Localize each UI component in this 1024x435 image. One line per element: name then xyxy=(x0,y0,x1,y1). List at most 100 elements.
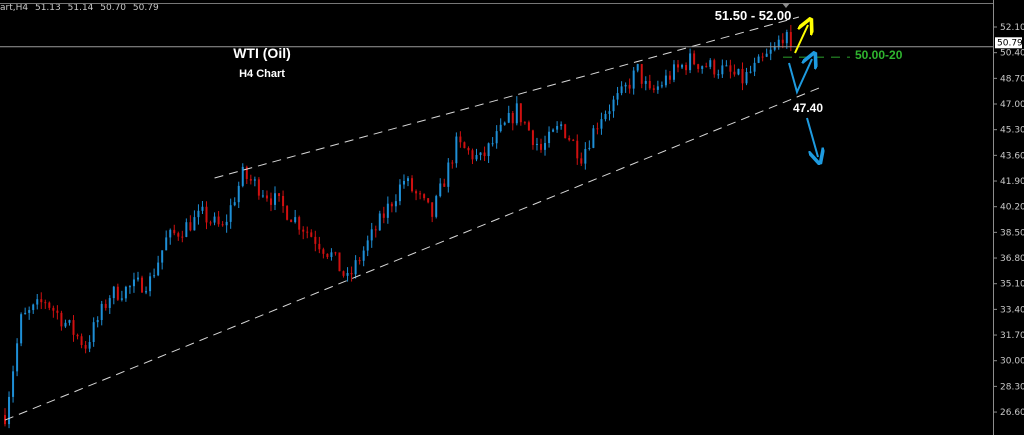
candle-body xyxy=(564,124,567,139)
candle-body xyxy=(132,279,135,287)
candle-body xyxy=(189,222,192,231)
candle-body xyxy=(624,84,627,87)
candle-body xyxy=(580,158,583,164)
candle-body xyxy=(225,221,228,226)
candle-body xyxy=(689,53,692,71)
candle-body xyxy=(511,112,514,124)
candle-body xyxy=(181,236,184,238)
candle-body xyxy=(584,148,587,164)
candle-body xyxy=(463,142,466,149)
candle-body xyxy=(652,88,655,90)
candle-body xyxy=(245,166,248,179)
candle-body xyxy=(382,213,385,218)
y-tick-label: 45.30 xyxy=(1000,126,1024,136)
candle-body xyxy=(568,138,571,140)
candle-body xyxy=(378,213,381,231)
candle-body xyxy=(92,322,95,343)
candle-body xyxy=(28,310,31,313)
candle-body xyxy=(233,202,236,206)
bearish-arrow-icon xyxy=(806,117,818,157)
y-tick-label: 52.10 xyxy=(1000,23,1024,33)
candle-body xyxy=(112,286,115,299)
candle-body xyxy=(745,72,748,84)
candle-body xyxy=(237,185,240,203)
candle-body xyxy=(737,68,740,75)
candle-body xyxy=(286,206,289,220)
candle-body xyxy=(471,150,474,160)
candle-body xyxy=(64,322,67,327)
candle-body xyxy=(24,312,27,315)
candle-body xyxy=(491,143,494,145)
candle-body xyxy=(725,65,728,67)
chart-title: WTI (Oil) xyxy=(233,45,291,61)
candle-body xyxy=(173,229,176,234)
candle-body xyxy=(656,86,659,90)
candle-body xyxy=(205,206,208,223)
y-tick-label: 33.40 xyxy=(1000,305,1024,315)
candle-body xyxy=(330,252,333,257)
candle-body xyxy=(435,196,438,217)
candle-body xyxy=(108,298,111,308)
candle-body xyxy=(596,128,599,130)
candle-body xyxy=(56,310,59,313)
candle-body xyxy=(298,217,301,230)
shift-marker-icon[interactable] xyxy=(782,3,790,8)
candle-body xyxy=(729,65,732,72)
candle-body xyxy=(640,64,643,84)
candles xyxy=(4,24,792,429)
candle-body xyxy=(447,162,450,187)
candle-body xyxy=(40,299,43,303)
candle-body xyxy=(124,286,127,299)
candle-body xyxy=(620,86,623,94)
candle-body xyxy=(350,272,353,275)
candle-body xyxy=(705,66,708,68)
candle-body xyxy=(145,291,148,293)
candle-body xyxy=(701,66,704,69)
candle-body xyxy=(773,46,776,50)
candle-body xyxy=(161,250,164,263)
candle-body xyxy=(677,64,680,68)
candle-body xyxy=(592,128,595,148)
candle-body xyxy=(8,396,11,425)
candle-body xyxy=(664,75,667,86)
candle-body xyxy=(12,371,15,397)
trendline xyxy=(4,87,820,421)
current-price-box xyxy=(995,37,1022,49)
candle-body xyxy=(290,219,293,223)
current-price-label: 50.79 xyxy=(997,38,1023,48)
candle-body xyxy=(354,260,357,275)
chart-header: art,H4 51.13 51.14 50.70 50.79 xyxy=(0,3,163,13)
candle-body xyxy=(334,252,337,254)
candle-body xyxy=(717,74,720,76)
candle-body xyxy=(394,201,397,207)
candle-body xyxy=(60,312,63,327)
candle-body xyxy=(681,64,684,68)
candle-body xyxy=(36,299,39,305)
candle-body xyxy=(269,198,272,205)
annotation-target-high: 51.50 - 52.00 xyxy=(715,8,792,23)
ohlc-low: 50.70 xyxy=(100,3,127,13)
candle-body xyxy=(177,233,180,237)
candle-body xyxy=(560,124,563,127)
candle-body xyxy=(157,262,160,276)
candle-body xyxy=(104,303,107,308)
candle-body xyxy=(402,180,405,185)
candle-body xyxy=(213,216,216,223)
candle-body xyxy=(697,64,700,69)
candle-body xyxy=(479,152,482,156)
ohlc-high: 51.14 xyxy=(67,3,94,13)
chart-subtitle: H4 Chart xyxy=(239,68,285,80)
candle-body xyxy=(483,152,486,157)
candle-body xyxy=(390,203,393,207)
candle-body xyxy=(48,302,51,308)
candle-body xyxy=(257,179,260,196)
candle-body xyxy=(495,131,498,144)
candle-body xyxy=(217,216,220,225)
candle-body xyxy=(487,143,490,157)
candle-body xyxy=(632,70,635,89)
candle-body xyxy=(407,178,409,181)
candle-body xyxy=(322,249,325,254)
candle-body xyxy=(685,64,688,71)
candle-body xyxy=(515,103,518,124)
